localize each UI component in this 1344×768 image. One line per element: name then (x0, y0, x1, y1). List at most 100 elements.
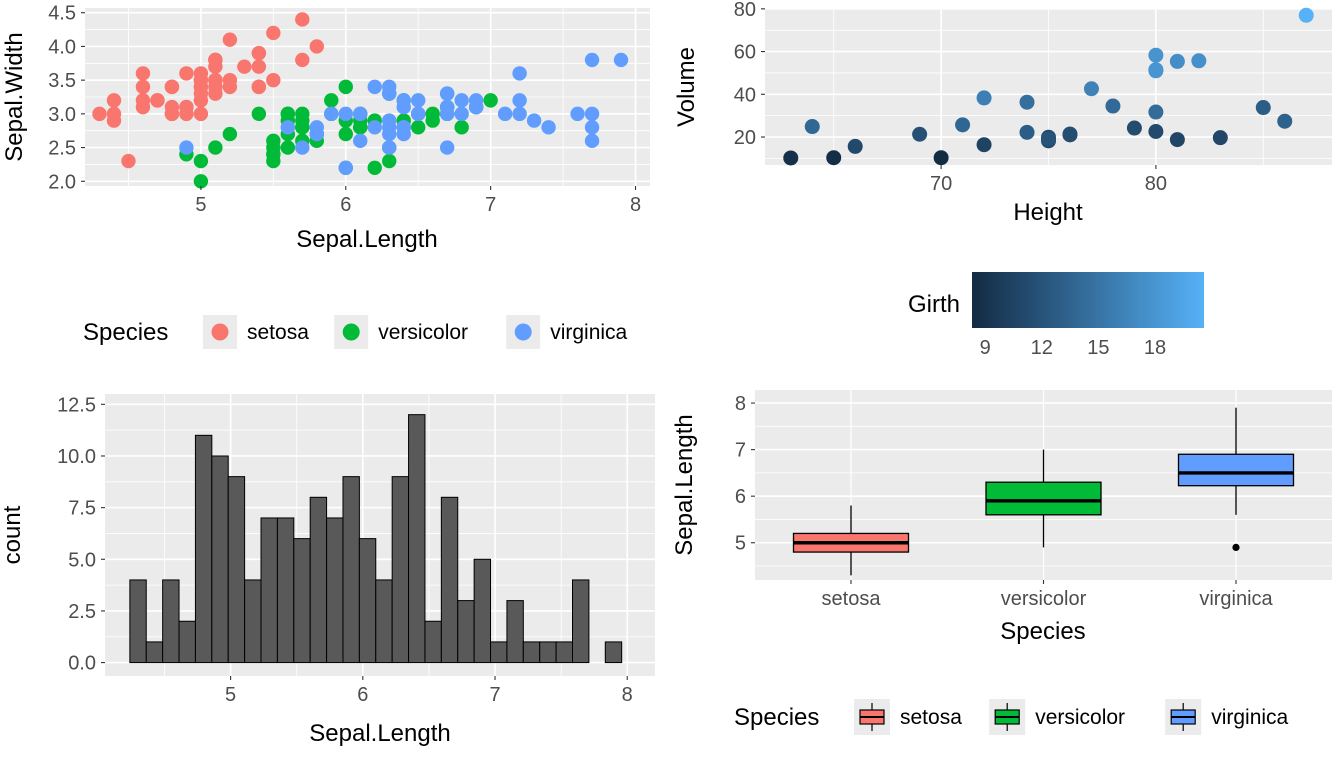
data-point (193, 153, 209, 169)
data-point (179, 66, 194, 81)
y-tick-label: 40 (734, 84, 756, 106)
x-tick-label: 7 (489, 684, 500, 706)
data-point (135, 93, 151, 108)
histogram-bar (457, 600, 475, 664)
data-point (396, 120, 411, 135)
data-point (1148, 123, 1164, 139)
histogram-bar (408, 414, 426, 664)
histogram-bar (309, 496, 328, 664)
x-tick-label: 6 (340, 194, 351, 216)
data-point (309, 39, 324, 54)
data-point (584, 120, 600, 135)
y-tick-label: 2.0 (48, 171, 76, 193)
data-point (1191, 53, 1207, 69)
colorbar-tick-label: 12 (1031, 337, 1053, 359)
y-axis-title: Sepal.Length (672, 414, 698, 555)
data-point (382, 153, 397, 169)
data-point (251, 106, 267, 122)
tree-points (783, 7, 1314, 166)
x-tick-label: 80 (1145, 173, 1167, 195)
data-point (1105, 98, 1121, 114)
outlier-point (1232, 543, 1240, 552)
x-tick-label: 5 (195, 194, 206, 216)
legend-entry-virginica: virginica (506, 315, 628, 349)
x-axis-title: Height (1013, 199, 1083, 226)
y-tick-label: 4.0 (48, 36, 76, 58)
y-tick-label: 6 (735, 486, 746, 508)
histogram-bar (276, 517, 295, 664)
data-point (1083, 81, 1099, 97)
legend-title: Species (83, 319, 168, 346)
data-point (411, 120, 426, 135)
setosa-points (92, 12, 324, 169)
data-point (439, 86, 455, 101)
data-point (251, 45, 267, 61)
histogram-bar (293, 538, 311, 664)
data-point (382, 79, 397, 95)
trees-scatter-layer: 70 80 20 40 60 80 9 12 15 18 (734, 0, 1332, 359)
legend-label: virginica (1211, 706, 1288, 729)
data-point (826, 150, 842, 166)
data-point (783, 150, 799, 166)
data-point (150, 93, 165, 108)
data-point (382, 140, 397, 155)
y-tick-label: 3.5 (48, 70, 76, 92)
data-point (193, 72, 209, 88)
data-point (425, 106, 440, 122)
data-point (208, 140, 223, 155)
data-point (512, 106, 527, 122)
data-point (324, 106, 339, 122)
data-point (804, 119, 820, 135)
y-tick-label: 10.0 (57, 446, 96, 468)
data-point (512, 93, 527, 108)
data-point (1062, 126, 1078, 142)
data-point (1126, 120, 1142, 136)
data-point (193, 106, 209, 122)
data-point (512, 66, 527, 81)
y-tick-label: 60 (734, 42, 756, 64)
histogram-bar (490, 641, 508, 664)
data-point (396, 99, 411, 115)
data-point (411, 93, 426, 108)
legend-entry-setosa: setosa (854, 699, 962, 735)
data-point (121, 153, 136, 169)
legend-entry-versicolor: versicolor (334, 315, 468, 349)
histogram-bar (244, 579, 262, 664)
data-point (106, 93, 122, 108)
data-point (541, 120, 556, 135)
data-point (280, 106, 296, 122)
data-point (439, 106, 455, 122)
data-point (353, 106, 368, 122)
legend-label: versicolor (378, 321, 468, 344)
versicolor-box (985, 449, 1102, 548)
data-point (1148, 47, 1164, 63)
y-tick-label: 4.5 (48, 3, 76, 25)
data-point (1212, 130, 1228, 146)
data-point (280, 140, 296, 155)
data-point (309, 126, 324, 142)
data-point (847, 138, 863, 154)
data-point (295, 120, 310, 135)
data-point (179, 99, 194, 115)
data-point (1041, 131, 1056, 147)
data-point (526, 113, 542, 128)
histogram-bar (555, 641, 574, 664)
y-tick-label: 20 (734, 127, 756, 149)
data-point (135, 79, 151, 95)
data-point (613, 52, 629, 68)
data-point (222, 32, 238, 47)
y-axis-title: count (0, 505, 26, 564)
y-tick-label: 3.0 (48, 104, 76, 126)
histogram-bars (129, 414, 623, 664)
x-tick-label: versicolor (1001, 588, 1087, 610)
data-point (338, 79, 353, 95)
legend-entry-versicolor: versicolor (989, 699, 1125, 735)
data-point (295, 12, 310, 27)
data-point (468, 99, 484, 115)
iris-scatter-svg: 5 6 7 8 2.0 2.5 3.0 3.5 4.0 4.5 setosa versicolor vi… (1, 3, 650, 349)
y-axis-title: Sepal.Width (1, 32, 28, 161)
data-point (367, 160, 382, 175)
x-tick-label: 7 (485, 194, 496, 216)
histogram-bar (342, 476, 360, 664)
data-point (338, 160, 353, 175)
